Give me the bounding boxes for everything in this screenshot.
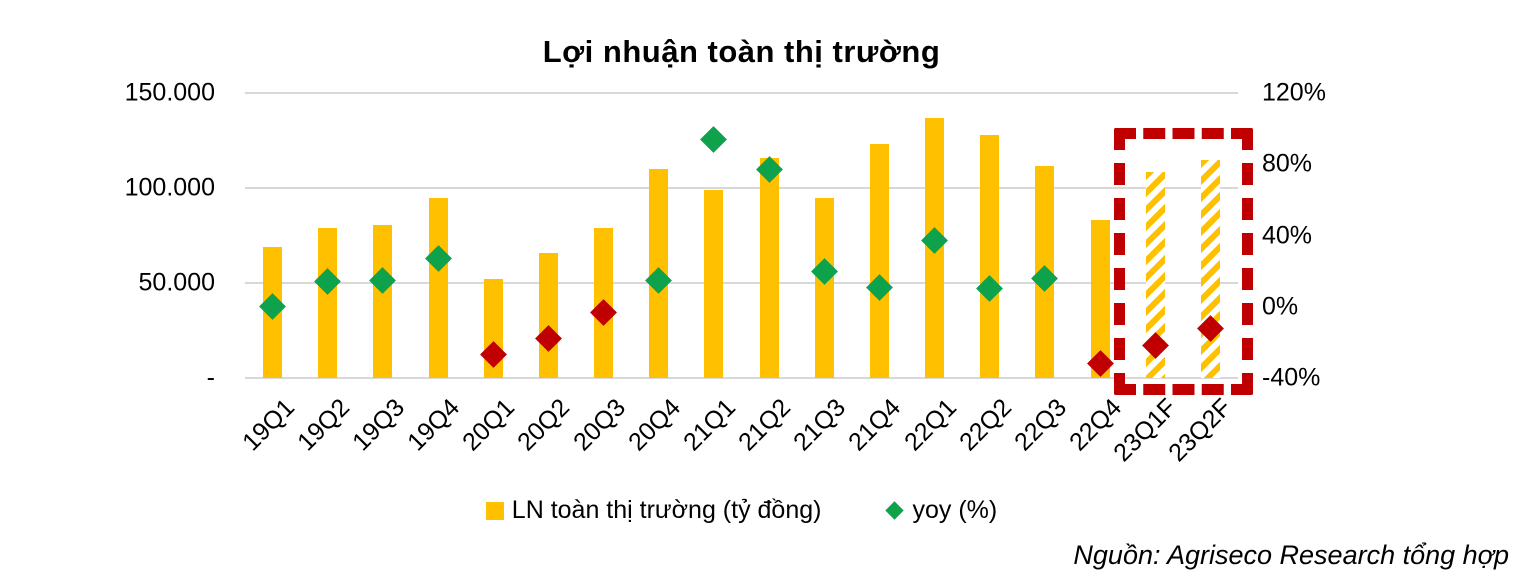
profit-bar-21Q4 xyxy=(869,144,889,378)
profit-bar-19Q3 xyxy=(373,225,393,378)
gridline xyxy=(245,282,1238,284)
gridline xyxy=(245,377,1238,379)
gridline xyxy=(245,92,1238,94)
legend-label-profit: LN toàn thị trường (tỷ đồng) xyxy=(511,496,822,524)
chart-title: Lợi nhuận toàn thị trường xyxy=(542,34,941,69)
legend-item-yoy: yoy (%) xyxy=(885,496,997,525)
y-axis-right-tick: 40% xyxy=(1262,221,1313,249)
legend-label-yoy: yoy (%) xyxy=(912,496,998,524)
y-axis-left-tick: 50.000 xyxy=(138,268,215,297)
gridline xyxy=(245,187,1238,189)
y-axis-left-tick: 100.000 xyxy=(124,173,215,202)
profit-bar-21Q3 xyxy=(814,197,834,378)
source-note: Nguồn: Agriseco Research tổng hợp xyxy=(1073,540,1509,570)
profit-bar-19Q4 xyxy=(428,197,448,378)
forecast-box xyxy=(1113,128,1253,395)
diamond-swatch-icon xyxy=(885,501,905,520)
profit-bar-21Q2 xyxy=(759,157,779,378)
y-axis-right-tick: 0% xyxy=(1262,292,1299,321)
bar-swatch-icon xyxy=(485,501,504,520)
profit-bar-23Q1F xyxy=(1145,171,1165,378)
profit-bar-19Q2 xyxy=(318,227,338,378)
legend-item-profit: LN toàn thị trường (tỷ đồng) xyxy=(485,496,822,525)
profit-bar-20Q2 xyxy=(538,252,558,378)
y-axis-right-tick: 80% xyxy=(1262,149,1313,178)
y-axis-left-tick: - xyxy=(206,363,215,392)
profit-bar-22Q2 xyxy=(980,134,1000,378)
yoy-marker-21Q1 xyxy=(700,125,728,153)
y-axis-left-tick: 150.000 xyxy=(124,78,215,107)
y-axis-right-tick: -40% xyxy=(1262,363,1321,392)
profit-bar-21Q1 xyxy=(704,189,724,378)
profit-bar-22Q4 xyxy=(1090,220,1110,378)
y-axis-right-tick: 120% xyxy=(1262,78,1326,107)
legend: LN toàn thị trường (tỷ đồng) yoy (%) xyxy=(245,496,1238,525)
